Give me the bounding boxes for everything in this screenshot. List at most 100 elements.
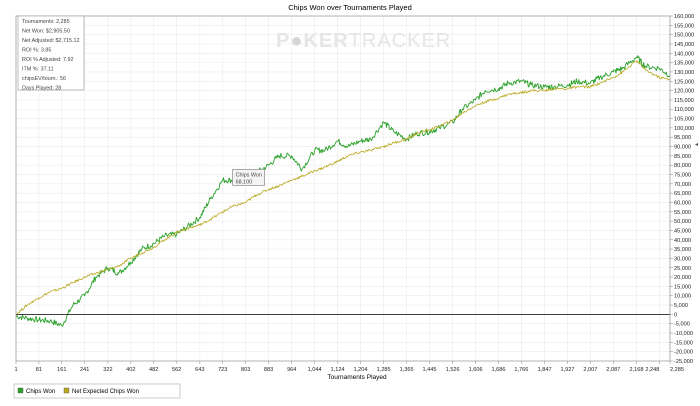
- x-tick-label: 1,285: [377, 367, 391, 373]
- y-tick-label: 30,000: [674, 256, 691, 262]
- x-tick-label: 402: [126, 367, 135, 373]
- y-tick-label: 150,000: [674, 33, 694, 39]
- y-tick-label: -15,000: [674, 340, 693, 346]
- stats-days-played: Days Played: 28: [22, 86, 61, 92]
- x-tick-label: 2,087: [606, 367, 620, 373]
- stats-box: Tournaments: 2,285 Net Won: $2,905.50 Ne…: [17, 15, 85, 92]
- watermark-tracker: TRACKER: [349, 30, 452, 52]
- stats-net-adjusted: Net Adjusted: $2,715.12: [22, 38, 80, 44]
- y-tick-label: 75,000: [674, 173, 691, 179]
- x-tick-label: 1,526: [446, 367, 460, 373]
- x-tick-label: 1,686: [491, 367, 505, 373]
- series-line-chips-won: [15, 55, 671, 327]
- y-tick-label: 135,000: [674, 61, 694, 67]
- series-line-net-expected: [15, 60, 671, 316]
- side-marker-icon: ◂: [695, 142, 698, 148]
- x-tick-label: 964: [287, 367, 296, 373]
- x-tick-label: 723: [218, 367, 227, 373]
- tooltip-box: [232, 169, 265, 186]
- x-tick-label: 322: [103, 367, 112, 373]
- watermark-letter-p: P: [276, 30, 290, 52]
- pokertracker-watermark: P●KERTRACKER: [276, 30, 451, 52]
- y-tick-label: -5,000: [674, 322, 690, 328]
- y-tick-label: 35,000: [674, 247, 691, 253]
- y-tick-label: 110,000: [674, 107, 694, 113]
- x-tick-label: 2,168: [629, 367, 643, 373]
- y-tick-label: -20,000: [674, 350, 693, 356]
- stats-roi: ROI %: 3.85: [22, 48, 51, 54]
- legend-frame: [13, 383, 181, 399]
- y-tick-label: 40,000: [674, 238, 691, 244]
- y-tick-label: 25,000: [674, 266, 691, 272]
- x-tick-label: 1,847: [538, 367, 552, 373]
- legend: Chips Won Net Expected Chips Won: [13, 383, 181, 399]
- tooltip-value: 68,100: [236, 179, 253, 185]
- y-tick-label: 145,000: [674, 42, 694, 48]
- x-tick-label: 2,007: [583, 367, 597, 373]
- x-tick-label: 161: [57, 367, 66, 373]
- stats-tournaments: Tournaments: 2,285: [22, 19, 70, 25]
- x-tick-label: 1: [14, 367, 17, 373]
- x-tick-label: 1,927: [560, 367, 574, 373]
- x-tick-label: 1,365: [400, 367, 414, 373]
- legend-swatch-net-expected: [63, 387, 70, 394]
- poker-chip-icon: ●: [290, 30, 303, 52]
- y-tick-label: 80,000: [674, 163, 691, 169]
- stats-itm: ITM %: 37.11: [22, 67, 54, 73]
- tooltip-label: Chips Won: [236, 172, 262, 178]
- y-tick-label: 50,000: [674, 219, 691, 225]
- y-tick-label: 85,000: [674, 154, 691, 160]
- y-tick-label: 70,000: [674, 182, 691, 188]
- x-tick-label: 241: [80, 367, 89, 373]
- x-tick-label: 1,766: [514, 367, 528, 373]
- y-tick-label: 20,000: [674, 275, 691, 281]
- x-axis-ticks: 1 81 161 241 322 402 482 562 643 723 803 883 964 1,04…: [14, 361, 684, 373]
- y-axis-ticks: -25,000 -20,000 -15,000 -10,000 -5,000 0 5,000…: [670, 14, 694, 365]
- y-tick-label: 90,000: [674, 145, 691, 151]
- y-tick-label: 15,000: [674, 284, 691, 290]
- x-tick-label: 2,285: [670, 367, 684, 373]
- legend-swatch-chips-won: [17, 387, 24, 394]
- svg-text:P●KERTRACKER: P●KERTRACKER: [276, 30, 451, 52]
- x-tick-label: 643: [195, 367, 204, 373]
- chart-title: Chips Won over Tournaments Played: [288, 3, 412, 12]
- x-tick-label: 1,124: [331, 367, 345, 373]
- y-tick-label: -10,000: [674, 331, 693, 337]
- stats-net-won: Net Won: $2,905.50: [22, 29, 70, 35]
- y-tick-label: 95,000: [674, 135, 691, 141]
- x-tick-label: 81: [36, 367, 42, 373]
- y-tick-label: 155,000: [674, 23, 694, 29]
- y-tick-label: -25,000: [674, 359, 693, 365]
- y-tick-label: 60,000: [674, 200, 691, 206]
- y-tick-label: 100,000: [674, 126, 694, 132]
- x-tick-label: 1,204: [353, 367, 367, 373]
- legend-label-net-expected: Net Expected Chips Won: [72, 389, 139, 395]
- x-tick-label: 1,044: [308, 367, 322, 373]
- y-tick-label: 5,000: [674, 303, 688, 309]
- y-tick-label: 130,000: [674, 70, 694, 76]
- stats-box-frame: [17, 15, 85, 91]
- y-tick-label: 105,000: [674, 117, 694, 123]
- x-tick-label: 2,248: [645, 367, 659, 373]
- watermark-ker: KER: [303, 30, 348, 52]
- x-tick-label: 803: [241, 367, 250, 373]
- x-tick-label: 1,445: [422, 367, 436, 373]
- stats-chipsev: chipsEV/tourn.: 56: [22, 76, 66, 82]
- x-axis-title: Tournaments Played: [327, 374, 387, 381]
- data-tooltip: Chips Won 68,100: [232, 169, 265, 186]
- series-layer: [15, 55, 671, 327]
- y-tick-label: 10,000: [674, 294, 691, 300]
- y-tick-label: 65,000: [674, 191, 691, 197]
- x-tick-label: 482: [149, 367, 158, 373]
- y-tick-label: 140,000: [674, 51, 694, 57]
- y-tick-label: 45,000: [674, 228, 691, 234]
- plot-frame: [15, 15, 671, 362]
- y-tick-label: 125,000: [674, 79, 694, 85]
- x-tick-label: 883: [264, 367, 273, 373]
- y-tick-label: 0: [674, 312, 677, 318]
- stats-roi-adjusted: ROI % Adjusted: 7.92: [22, 57, 74, 63]
- y-tick-label: 55,000: [674, 210, 691, 216]
